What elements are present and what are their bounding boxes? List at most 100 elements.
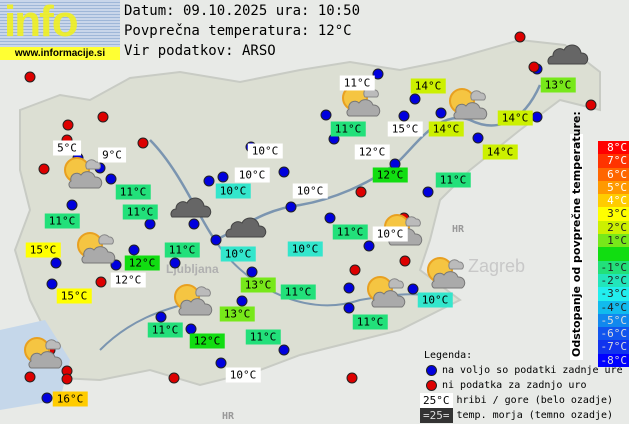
city-label-zagreb: Zagreb (468, 256, 525, 276)
station-dot-missing[interactable] (355, 186, 367, 198)
station-dot-available[interactable] (363, 240, 375, 252)
station-dot-available[interactable] (50, 257, 62, 269)
temperature-label: 11°C (280, 284, 316, 300)
station-dot-missing[interactable] (61, 373, 73, 385)
scale-step: -7°C (598, 340, 629, 354)
temperature-label: 11°C (330, 121, 366, 137)
station-dot-available[interactable] (236, 295, 248, 307)
station-dot-available[interactable] (246, 266, 258, 278)
temperature-label: 11°C (122, 204, 158, 220)
temperature-label: 11°C (435, 172, 471, 188)
scale-step: 8°C (598, 141, 629, 155)
temperature-label: 11°C (352, 314, 388, 330)
station-dot-available[interactable] (472, 132, 484, 144)
temperature-label: 10°C (417, 292, 453, 308)
station-dot-available[interactable] (110, 259, 122, 271)
station-dot-available[interactable] (407, 283, 419, 295)
scale-step: 3°C (598, 207, 629, 221)
temperature-label: 13°C (219, 306, 255, 322)
legend: Legenda: na voljo so podatki zadnje ure … (420, 348, 623, 423)
station-dot-available[interactable] (46, 278, 58, 290)
station-dot-available[interactable] (215, 357, 227, 369)
cloudy-icon (545, 40, 589, 70)
temperature-label: 12°C (372, 167, 408, 183)
scale-step: -6°C (598, 327, 629, 341)
station-dot-available[interactable] (144, 218, 156, 230)
station-dot-missing[interactable] (97, 111, 109, 123)
station-dot-available[interactable] (531, 111, 543, 123)
station-dot-available[interactable] (285, 201, 297, 213)
scale-title: Odstopanje od povprečne temperature: (570, 111, 583, 360)
station-dot-available[interactable] (210, 234, 222, 246)
temperature-label: 12°C (189, 333, 225, 349)
legend-mountain: hribi / gore (belo ozadje) (456, 395, 614, 406)
station-dot-missing[interactable] (137, 137, 149, 149)
scale-step: 4°C (598, 194, 629, 208)
scale-step: -3°C (598, 287, 629, 301)
station-dot-available[interactable] (188, 218, 200, 230)
red-dot-icon (426, 380, 437, 391)
station-dot-available[interactable] (435, 107, 447, 119)
logo-word: info (4, 0, 79, 46)
station-dot-missing[interactable] (349, 264, 361, 276)
legend-title: Legenda: (424, 350, 473, 361)
scale-step: 7°C (598, 154, 629, 168)
temperature-label: 14°C (497, 110, 533, 126)
legend-available: na voljo so podatki zadnje ure (442, 365, 623, 376)
station-dot-missing[interactable] (95, 276, 107, 288)
station-dot-available[interactable] (278, 344, 290, 356)
temperature-label: 14°C (482, 144, 518, 160)
scale-step: -2°C (598, 273, 629, 288)
temperature-label: 11°C (44, 213, 80, 229)
scale-step: -5°C (598, 313, 629, 328)
temperature-label: 9°C (98, 147, 126, 163)
partly-cloudy-icon (167, 282, 213, 322)
station-dot-available[interactable] (398, 110, 410, 122)
station-dot-missing[interactable] (38, 163, 50, 175)
station-dot-available[interactable] (155, 311, 167, 323)
station-dot-available[interactable] (203, 175, 215, 187)
temperature-label: 11°C (147, 322, 183, 338)
temperature-label: 12°C (354, 144, 390, 160)
station-dot-available[interactable] (324, 212, 336, 224)
station-dot-available[interactable] (422, 186, 434, 198)
station-dot-available[interactable] (343, 282, 355, 294)
station-dot-available[interactable] (41, 392, 53, 404)
temperature-label: 15°C (25, 242, 61, 258)
logo-url[interactable]: www.informacije.si (0, 47, 120, 60)
station-dot-available[interactable] (169, 257, 181, 269)
station-dot-missing[interactable] (168, 372, 180, 384)
date-line: Datum: 09.10.2025 ura: 10:50 (124, 3, 361, 19)
station-dot-available[interactable] (105, 173, 117, 185)
scale-step: 6°C (598, 167, 629, 181)
temperature-label: 10°C (234, 167, 270, 183)
station-dot-missing[interactable] (62, 119, 74, 131)
station-dot-missing[interactable] (528, 61, 540, 73)
station-dot-available[interactable] (128, 244, 140, 256)
temperature-label: 10°C (292, 183, 328, 199)
station-dot-missing[interactable] (346, 372, 358, 384)
temperature-label: 12°C (124, 255, 160, 271)
temperature-label: 14°C (428, 121, 464, 137)
station-dot-missing[interactable] (24, 371, 36, 383)
temperature-label: 11°C (245, 329, 281, 345)
partly-cloudy-icon (70, 230, 116, 270)
station-dot-missing[interactable] (585, 99, 597, 111)
station-dot-available[interactable] (66, 199, 78, 211)
station-dot-missing[interactable] (399, 255, 411, 267)
station-dot-available[interactable] (409, 93, 421, 105)
station-dot-available[interactable] (320, 109, 332, 121)
station-dot-missing[interactable] (514, 31, 526, 43)
logo[interactable]: info www.informacije.si (0, 0, 120, 60)
station-dot-available[interactable] (217, 171, 229, 183)
station-dot-available[interactable] (372, 68, 384, 80)
station-dot-available[interactable] (278, 166, 290, 178)
partly-cloudy-icon (360, 274, 406, 314)
country-label-hr: HR (452, 224, 465, 235)
temperature-label: 13°C (540, 77, 576, 93)
temperature-label: 5°C (53, 140, 81, 156)
temperature-label: 11°C (115, 184, 151, 200)
station-dot-available[interactable] (343, 302, 355, 314)
temperature-label: 10°C (287, 241, 323, 257)
station-dot-missing[interactable] (24, 71, 36, 83)
